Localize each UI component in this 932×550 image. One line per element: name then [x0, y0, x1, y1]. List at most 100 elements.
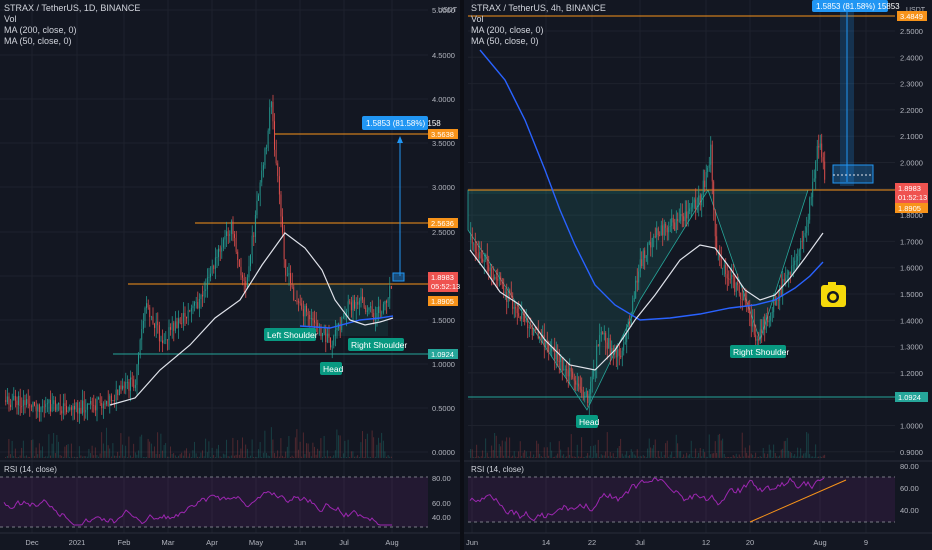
support-price-tag[interactable]	[428, 349, 458, 359]
volume-bar	[358, 456, 360, 458]
left-ma200-indicator[interactable]: MA (200, close, 0)	[4, 25, 77, 35]
bar-countdown: 01:52:13	[898, 193, 927, 202]
volume-bar	[331, 456, 333, 458]
candle-body	[711, 144, 713, 182]
candle-body	[355, 301, 357, 309]
rsi-axis-tick: 80.00	[900, 462, 919, 471]
volume-bar	[282, 455, 283, 458]
candle-body	[67, 410, 69, 412]
target-price-tag[interactable]	[897, 11, 927, 21]
volume-bar	[163, 445, 165, 458]
head-tag[interactable]	[576, 415, 598, 428]
candle-body	[386, 300, 387, 303]
volume-bar	[104, 450, 106, 458]
left-ma50-indicator[interactable]: MA (50, close, 0)	[4, 36, 72, 46]
camera-icon[interactable]	[821, 282, 846, 307]
volume-bar	[234, 455, 235, 458]
left-symbol-title[interactable]: STRAX / TetherUS, 1D, BINANCE	[4, 3, 141, 13]
measure-end-box[interactable]	[832, 164, 874, 184]
candle-body	[181, 323, 183, 324]
candle-body	[752, 321, 754, 327]
volume-bar	[672, 456, 674, 458]
candle-body	[256, 200, 258, 216]
volume-bar	[524, 450, 526, 458]
right-ma50-indicator[interactable]: MA (50, close, 0)	[471, 36, 539, 46]
volume-bar	[150, 443, 152, 458]
candle-body	[822, 157, 824, 162]
volume-bar	[277, 450, 279, 458]
measure-label: 1.5853 (81.58%) 15853	[816, 2, 900, 11]
candle-body	[477, 253, 479, 259]
volume-bar	[509, 437, 511, 458]
right-chart-panel[interactable]: 1.5853 (81.58%) 15853 Head Right Shoulde…	[464, 0, 932, 547]
right-shoulder-tag[interactable]	[348, 338, 404, 351]
volume-bar	[5, 456, 7, 458]
volume-bar	[791, 452, 793, 458]
candle-body	[563, 369, 565, 371]
candle-body	[701, 195, 703, 206]
volume-bar	[537, 443, 539, 458]
volume-bar	[486, 452, 488, 458]
volume-bar	[762, 448, 764, 458]
volume-bar	[740, 456, 742, 458]
resistance-price-tag[interactable]	[428, 218, 458, 228]
current-price-tag[interactable]	[895, 183, 928, 203]
candle-body	[213, 265, 215, 269]
candle-body	[267, 130, 269, 148]
right-symbol-title[interactable]: STRAX / TetherUS, 4h, BINANCE	[471, 3, 606, 13]
volume-bar	[678, 451, 680, 458]
volume-bar	[695, 448, 697, 458]
volume-bar	[780, 449, 782, 458]
left-shoulder-tag[interactable]	[264, 328, 316, 341]
volume-bar	[737, 456, 739, 458]
candle-body	[341, 317, 343, 330]
volume-bar	[609, 452, 611, 458]
volume-bar	[567, 447, 569, 458]
volume-bar	[264, 430, 266, 458]
candle-body	[91, 401, 93, 406]
rsi-trendline[interactable]	[749, 479, 847, 523]
head-tag[interactable]	[320, 362, 342, 375]
support-price-tag[interactable]	[895, 392, 928, 402]
volume-bar	[548, 455, 550, 458]
right-ma200-indicator[interactable]: MA (200, close, 0)	[471, 25, 544, 35]
measure-label: 1.5853 (81.58%) 158	[366, 119, 441, 128]
candle-body	[261, 170, 263, 183]
candle-body	[253, 235, 255, 237]
candle-body	[195, 302, 197, 303]
left-vol-indicator[interactable]: Vol	[4, 14, 17, 24]
volume-bar	[606, 432, 608, 458]
volume-bar	[800, 448, 802, 458]
volume-bar	[630, 449, 632, 458]
volume-bar	[786, 437, 788, 458]
volume-bar	[141, 434, 143, 458]
ma-price-tag[interactable]	[428, 296, 458, 306]
volume-bar	[18, 456, 19, 458]
volume-bar	[539, 453, 541, 458]
ma-price-tag[interactable]	[895, 203, 928, 213]
volume-bar	[681, 456, 683, 458]
candle-body	[812, 181, 814, 198]
volume-bar	[240, 448, 242, 458]
volume-bar	[259, 442, 261, 458]
measure-end-box[interactable]	[392, 272, 405, 282]
measure-label-box[interactable]	[812, 0, 888, 12]
right-vol-indicator[interactable]: Vol	[471, 14, 484, 24]
left-chart-panel[interactable]: 1.5853 (81.58%) 158 Left Shoulder Head R…	[0, 0, 460, 547]
head-shoulders-pattern[interactable]	[467, 189, 809, 411]
candle-body	[630, 312, 632, 326]
candle-body	[537, 329, 539, 339]
candle-body	[683, 216, 685, 222]
time-axis-tick: Jun	[294, 538, 306, 547]
current-price-tag[interactable]	[428, 272, 458, 292]
target-price-tag[interactable]	[428, 129, 458, 139]
panel-divider[interactable]	[460, 0, 464, 550]
volume-bar	[56, 434, 58, 458]
candle-body	[807, 219, 809, 228]
candle-body	[336, 328, 338, 331]
measure-label-box[interactable]	[362, 116, 428, 130]
volume-bar	[674, 456, 676, 458]
right-shoulder-tag[interactable]	[730, 345, 786, 358]
volume-bar	[101, 432, 103, 458]
